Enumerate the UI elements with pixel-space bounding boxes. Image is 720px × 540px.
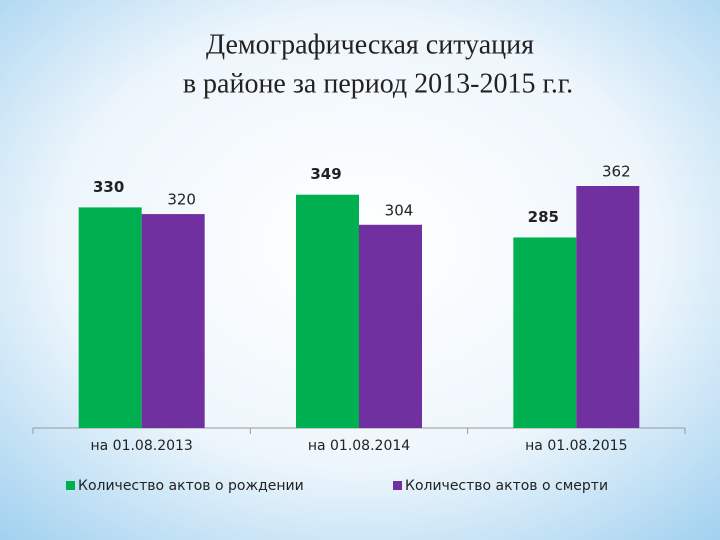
- bar: [513, 237, 577, 428]
- bar: [576, 186, 640, 428]
- x-tick-label: на 01.08.2015: [525, 438, 627, 454]
- bar: [78, 207, 142, 428]
- data-label: 320: [167, 191, 196, 209]
- data-label: 304: [385, 201, 414, 219]
- data-label: 330: [93, 178, 124, 196]
- data-label: 349: [310, 165, 341, 183]
- chart-title: Демографическая ситуация: [206, 29, 534, 60]
- chart-title: в районе за период 2013-2015 г.г.: [183, 68, 573, 99]
- bar: [359, 224, 422, 428]
- data-label: 362: [602, 163, 631, 181]
- legend-swatch: [66, 481, 75, 490]
- legend-label: Количество актов о рождении: [78, 478, 304, 494]
- x-tick-label: на 01.08.2014: [308, 438, 410, 454]
- x-tick-label: на 01.08.2013: [90, 438, 192, 454]
- bar: [296, 194, 359, 428]
- legend-swatch: [393, 481, 402, 490]
- legend-label: Количество актов о смерти: [405, 478, 608, 494]
- data-label: 285: [528, 208, 559, 226]
- bar: [141, 214, 205, 428]
